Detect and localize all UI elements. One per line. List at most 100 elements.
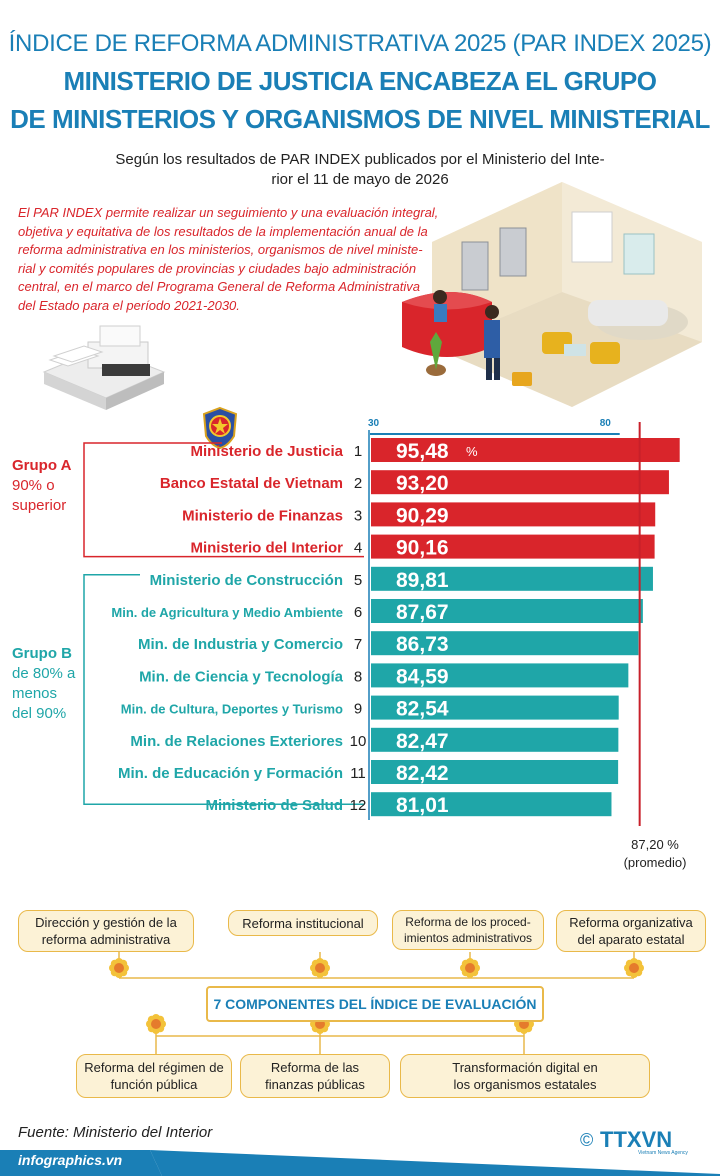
component-text: los organismos estatales: [453, 1077, 597, 1092]
source-statement-line-2: rior el 11 de mayo de 2026: [271, 171, 449, 188]
group-a-desc: 90% o: [12, 477, 55, 494]
office-illustration: [402, 182, 702, 407]
group-brackets: [83, 442, 364, 805]
category-label: Min. de Educación y Formación: [118, 765, 343, 782]
rank-label: 2: [354, 475, 362, 492]
bar-value-label: 86,73: [396, 633, 449, 656]
average-value: 87,20 %: [631, 837, 679, 852]
group-b-desc: de 80% a: [12, 665, 76, 682]
rank-label: 7: [354, 636, 362, 653]
label-layer: 95,48 1 Ministerio de Justicia 93,20 2 Banco …: [111, 440, 478, 817]
rank-label: 6: [354, 604, 362, 621]
source-statement-line-1: Según los resultados de PAR INDEX public…: [115, 151, 605, 168]
component-direction-management: Dirección y gestión de la reforma admini…: [18, 910, 194, 952]
average-label: 87,20 % (promedio): [600, 836, 710, 872]
bar: [371, 438, 680, 462]
component-text: Dirección y gestión de la: [35, 915, 177, 930]
category-label: Ministerio de Finanzas: [182, 507, 343, 524]
rank-label: 12: [350, 797, 367, 814]
component-procedures-reform: Reforma de los proced- imientos administ…: [392, 910, 544, 950]
rank-label: 8: [354, 668, 362, 685]
category-label: Ministerio de Salud: [205, 797, 343, 814]
bar: [371, 599, 643, 623]
component-text: Reforma organizativa: [569, 915, 693, 930]
group-a-bracket: [83, 442, 364, 558]
bar-value-label: 82,47: [396, 730, 449, 753]
group-b-desc: del 90%: [12, 705, 67, 722]
bar-layer: [371, 438, 680, 817]
group-b-bracket: [83, 574, 364, 805]
intro-line: central, en el marco del Programa Genera…: [18, 279, 420, 294]
component-organizational-reform: Reforma organizativa del aparato estatal: [556, 910, 706, 952]
site-link[interactable]: infographics.vn: [18, 1152, 123, 1168]
footer-band: [0, 1150, 720, 1176]
component-public-service-reform: Reforma del régimen de función pública: [76, 1054, 232, 1098]
category-label: Min. de Cultura, Deportes y Turismo: [121, 702, 343, 717]
average-note: (promedio): [623, 855, 687, 870]
ttxvn-logo-icon: © TTXVN Vietnam News Agency: [580, 1127, 688, 1156]
components-center-title: 7 COMPONENTES DEL ÍNDICE DE EVALUACIÓN: [206, 986, 544, 1022]
component-institutional-reform: Reforma institucional: [228, 910, 378, 936]
axis-tick-label: 80: [600, 418, 612, 429]
logo-text: TTXVN: [600, 1127, 672, 1152]
component-text: Reforma de los proced-: [405, 915, 531, 929]
intro-line: del Estado para el período 2021-2030.: [18, 297, 240, 313]
bar-value-label: 90,29: [396, 504, 449, 527]
bar: [371, 695, 619, 720]
bar-value-label: 90,16: [396, 537, 449, 560]
printer-illustration: [42, 325, 166, 410]
component-text: imientos administrativos: [403, 931, 533, 945]
category-label: Min. de Relaciones Exteriores: [130, 733, 343, 750]
intro-line: reforma administrativa en los ministerio…: [18, 242, 423, 257]
group-b-desc: menos: [12, 685, 58, 702]
kicker-title: ÍNDICE DE REFORMA ADMINISTRATIVA 2025 (P…: [8, 30, 712, 57]
bar-value-label: 93,20: [396, 472, 449, 495]
logo-copyright: ©: [580, 1130, 593, 1150]
bar: [371, 502, 656, 527]
component-text: del aparato estatal: [577, 932, 685, 947]
source-footer: Fuente: Ministerio del Interior: [18, 1124, 213, 1141]
category-label: Ministerio de Construcción: [150, 572, 343, 589]
intro-line: El PAR INDEX permite realizar un seguimi…: [18, 205, 439, 220]
rank-label: 4: [354, 540, 362, 557]
component-text: finanzas públicas: [265, 1077, 365, 1092]
category-label: Ministerio del Interior: [190, 540, 343, 557]
bar-value-label: 82,42: [396, 762, 449, 785]
category-label: Min. de Industria y Comercio: [138, 636, 343, 653]
main-title-line-2: DE MINISTERIOS Y ORGANISMOS DE NIVEL MIN…: [10, 104, 710, 134]
group-b-title: Grupo B: [12, 645, 72, 662]
flower-icon-center: [315, 963, 325, 973]
bar: [371, 566, 653, 591]
bar-value-label: 82,54: [396, 698, 449, 721]
rank-label: 9: [354, 701, 362, 718]
main-title-line-1: MINISTERIO DE JUSTICIA ENCABEZA EL GRUPO: [63, 66, 657, 96]
component-text: Reforma del régimen de: [84, 1060, 224, 1075]
component-text: Reforma institucional: [242, 915, 364, 931]
component-text: Reforma de las: [270, 1060, 360, 1075]
bar: [371, 631, 639, 656]
chart-axis-layer: 30 80: [368, 418, 620, 820]
category-label: Min. de Ciencia y Tecnología: [139, 668, 344, 685]
bar: [371, 534, 655, 559]
group-a-desc: superior: [12, 497, 67, 514]
source-statement: Según los resultados de PAR INDEX public…: [90, 150, 630, 190]
rank-label: 3: [354, 507, 362, 524]
component-digital-transformation: Transformación digital en los organismos…: [400, 1054, 650, 1098]
flower-icon-center: [114, 963, 124, 973]
logo-subtitle: Vietnam News Agency: [638, 1150, 688, 1156]
ranking-bar-chart: 30 80 95,48 1 Ministerio de Justicia 93,20 2B…: [83, 418, 680, 826]
bar-value-label: 95,48: [396, 440, 449, 463]
group-a-title: Grupo A: [12, 457, 72, 474]
intro-line: rial y comités populares de provincias y…: [18, 260, 417, 276]
category-label: Ministerio de Justicia: [190, 443, 343, 460]
rank-label: 5: [354, 572, 362, 589]
flower-icon-center: [151, 1019, 161, 1029]
unit-label: %: [466, 444, 478, 459]
component-text: Transformación digital en: [452, 1060, 598, 1075]
rank-label: 10: [350, 733, 367, 750]
bar: [371, 792, 612, 817]
component-text: función pública: [110, 1077, 198, 1092]
category-label: Banco Estatal de Vietnam: [160, 475, 343, 492]
rank-label: 11: [350, 765, 366, 782]
ministry-emblem-icon: [202, 406, 238, 450]
